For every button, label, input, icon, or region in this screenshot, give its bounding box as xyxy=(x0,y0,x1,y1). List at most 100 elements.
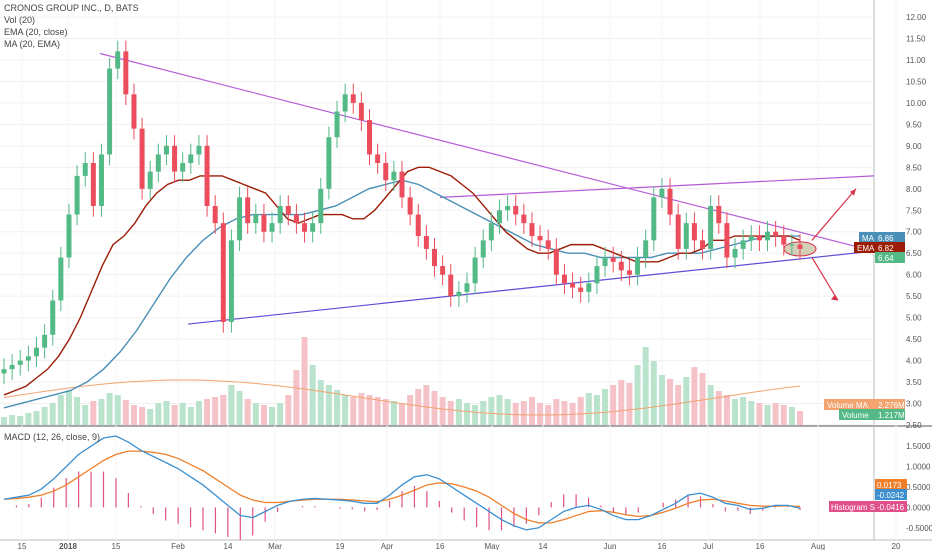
candle-body xyxy=(415,214,421,237)
macd-tick-label: 0.5000 xyxy=(906,483,931,492)
time-tick-label: 2018 xyxy=(59,542,77,550)
candle-body xyxy=(310,223,316,232)
volume-bar xyxy=(260,405,267,425)
candle-body xyxy=(748,236,754,241)
price-tick-label: 3.50 xyxy=(906,378,922,387)
candle-body xyxy=(42,334,48,348)
candle-body xyxy=(440,266,446,275)
candle-body xyxy=(740,240,746,249)
candle-body xyxy=(25,356,31,361)
volume-bar xyxy=(244,399,251,425)
candle-body xyxy=(505,205,511,211)
volume-bar xyxy=(212,397,219,425)
upper-flag-trendline xyxy=(439,175,875,198)
volume-bar xyxy=(74,397,81,425)
ema-legend: EMA (20, close) xyxy=(4,27,68,37)
volume-bar xyxy=(537,403,544,425)
candle-body xyxy=(155,154,161,172)
candle-body xyxy=(423,236,429,249)
price-tag-value: 2.276M xyxy=(878,401,905,410)
candle-body xyxy=(651,197,657,241)
candle-body xyxy=(765,231,771,241)
price-pane xyxy=(0,0,874,426)
candle-body xyxy=(488,223,494,241)
candle-body xyxy=(659,188,665,198)
time-tick-label: 15 xyxy=(18,542,27,550)
candle-body xyxy=(683,223,689,249)
candle-body xyxy=(98,154,104,206)
volume-bar xyxy=(163,401,170,425)
candle-body xyxy=(789,244,795,246)
volume-bar xyxy=(463,403,470,425)
volume-bar xyxy=(139,407,146,425)
price-tick-label: 10.50 xyxy=(906,77,927,86)
candle-body xyxy=(204,145,210,206)
volume-bar xyxy=(658,375,665,425)
price-tick-label: 4.50 xyxy=(906,335,922,344)
candle-body xyxy=(496,210,502,224)
volume-bar xyxy=(82,405,89,425)
candle-body xyxy=(375,154,381,164)
volume-bar xyxy=(797,411,803,425)
price-tag-label-bg xyxy=(839,409,875,420)
volume-bar xyxy=(49,403,56,425)
volume-bar xyxy=(41,407,48,425)
lower-ascending-trendline xyxy=(187,250,875,325)
macd-tick-label: 1.0000 xyxy=(906,463,931,472)
candle-body xyxy=(781,236,787,245)
volume-bar xyxy=(204,399,211,425)
candle-body xyxy=(586,283,592,292)
price-tick-label: 4.00 xyxy=(906,357,922,366)
time-tick-label: 16 xyxy=(658,542,667,550)
price-tick-label: 8.50 xyxy=(906,163,922,172)
candle-body xyxy=(261,214,267,232)
candle-body xyxy=(302,223,308,232)
candle-body xyxy=(407,197,413,215)
candle-body xyxy=(529,223,535,237)
volume-bar xyxy=(277,403,284,425)
price-tick-label: 6.50 xyxy=(906,249,922,258)
candle-body xyxy=(708,205,714,249)
candle-body xyxy=(358,102,364,121)
up-arrow-shaft xyxy=(811,188,857,241)
volume-bar xyxy=(512,403,519,425)
time-tick-label: Jul xyxy=(703,542,713,550)
volume-bar xyxy=(390,401,397,425)
volume-bar xyxy=(699,373,706,425)
volume-bar xyxy=(25,413,32,425)
axes: 12.00 11.50 11.00 10.50 10.00 9.50 9.00 8.50 8.0… xyxy=(18,13,932,550)
volume-bar xyxy=(675,385,682,425)
candle-body xyxy=(58,257,64,301)
price-tick-label: 5.00 xyxy=(906,314,922,323)
volume-bar xyxy=(293,370,300,425)
candle-body xyxy=(578,287,584,292)
volume-bar xyxy=(98,399,105,425)
macd-legend: MACD (12, 26, close, 9) xyxy=(4,432,101,442)
macd-line xyxy=(3,435,801,531)
candle-body xyxy=(602,257,608,267)
macd-tag-bg xyxy=(875,479,907,490)
volume-bar xyxy=(228,385,235,425)
volume-bar xyxy=(114,395,121,425)
time-tick-label: 16 xyxy=(436,542,445,550)
volume-bar xyxy=(106,393,113,425)
candle-body xyxy=(570,283,576,288)
price-tick-label: 10.00 xyxy=(906,99,927,108)
price-tick-label: 2.50 xyxy=(906,421,922,430)
candle-body xyxy=(626,270,632,275)
price-tag-value: 6.82 xyxy=(878,244,894,253)
candle-body xyxy=(74,175,80,215)
volume-bar xyxy=(57,395,64,425)
volume-bar xyxy=(593,395,600,425)
price-tag-bg xyxy=(875,409,905,420)
candle-body xyxy=(431,248,437,267)
candle-body xyxy=(667,188,673,215)
candle-body xyxy=(521,214,527,224)
time-tick-label: 20 xyxy=(892,542,901,550)
candles[interactable] xyxy=(1,40,803,385)
volume-bar xyxy=(634,365,641,425)
candle-body xyxy=(334,111,340,138)
volume-bar xyxy=(130,405,137,425)
price-tag-label: EMA xyxy=(857,244,875,253)
